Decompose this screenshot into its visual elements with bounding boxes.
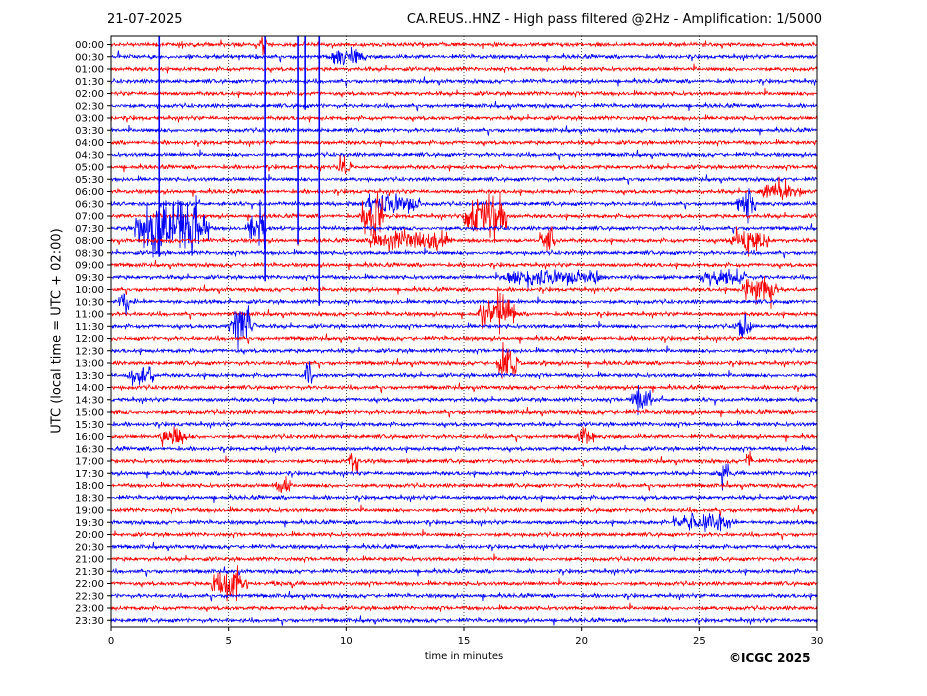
ytick-label-1530: 15:30: [75, 420, 104, 431]
trace-row-1930: [110, 512, 818, 532]
ytick-label-2030: 20:30: [75, 542, 104, 553]
ytick-label-1900: 19:00: [75, 506, 104, 517]
trace-row-0400: [110, 138, 818, 147]
ytick-label-2330: 23:30: [75, 616, 104, 627]
ytick-label-2200: 22:00: [75, 579, 104, 590]
ytick-label-0100: 01:00: [75, 65, 104, 76]
xtick-label-5: 5: [225, 636, 231, 647]
trace-row-0100: [110, 63, 818, 74]
ytick-label-0600: 06:00: [75, 187, 104, 198]
x-axis-ticks: 0 5 10 15 20 25 30: [108, 627, 824, 647]
chart-title: CA.REUS..HNZ - High pass filtered @2Hz -…: [406, 12, 822, 27]
ytick-label-0830: 08:30: [75, 248, 104, 259]
ytick-label-1830: 18:30: [75, 493, 104, 504]
ytick-label-1000: 10:00: [75, 285, 104, 296]
xtick-label-30: 30: [811, 636, 824, 647]
ytick-label-0800: 08:00: [75, 236, 104, 247]
trace-row-2230: [110, 590, 818, 602]
ytick-label-1800: 18:00: [75, 481, 104, 492]
trace-row-1030: [110, 293, 818, 316]
xtick-label-25: 25: [693, 636, 706, 647]
trace-row-1530: [110, 420, 818, 429]
ytick-label-1030: 10:30: [75, 297, 104, 308]
ytick-label-0530: 05:30: [75, 175, 104, 186]
trace-row-2330: [110, 615, 818, 627]
chart-date: 21-07-2025: [107, 12, 183, 27]
ytick-label-1730: 17:30: [75, 469, 104, 480]
xtick-label-0: 0: [108, 636, 114, 647]
y-axis-label: UTC (local time = UTC + 02:00): [49, 228, 65, 434]
ytick-label-1230: 12:30: [75, 346, 104, 357]
ytick-label-0500: 05:00: [75, 163, 104, 174]
ytick-label-2130: 21:30: [75, 567, 104, 578]
ytick-label-1930: 19:30: [75, 518, 104, 529]
trace-row-1700: [110, 450, 818, 475]
trace-row-1330: [110, 361, 818, 386]
ytick-label-0700: 07:00: [75, 212, 104, 223]
ytick-label-1430: 14:30: [75, 395, 104, 406]
spike-layer: [158, 36, 321, 306]
x-axis-label: time in minutes: [424, 651, 504, 662]
trace-row-2300: [110, 602, 818, 613]
trace-row-0330: [110, 124, 818, 137]
trace-row-1730: [110, 463, 818, 491]
ytick-label-0300: 03:00: [75, 114, 104, 125]
trace-row-1200: [110, 333, 818, 345]
ytick-label-0930: 09:30: [75, 273, 104, 284]
plot-frame: [110, 35, 818, 628]
trace-row-0630: [110, 188, 818, 224]
trace-row-1500: [110, 407, 818, 418]
ytick-label-1400: 14:00: [75, 383, 104, 394]
trace-row-0200: [110, 88, 818, 98]
ytick-label-2230: 22:30: [75, 591, 104, 602]
ytick-label-0330: 03:30: [75, 126, 104, 137]
ytick-label-0200: 02:00: [75, 89, 104, 100]
trace-row-1830: [110, 493, 818, 503]
trace-row-0530: [110, 173, 818, 186]
ytick-label-1500: 15:00: [75, 408, 104, 419]
ytick-label-1130: 11:30: [75, 322, 104, 333]
trace-row-0000: [110, 36, 818, 56]
ytick-label-0430: 04:30: [75, 150, 104, 161]
ytick-label-1600: 16:00: [75, 432, 104, 443]
ytick-label-1100: 11:00: [75, 310, 104, 321]
trace-row-0500: [110, 155, 818, 174]
ytick-label-0130: 01:30: [75, 77, 104, 88]
ytick-label-0630: 06:30: [75, 199, 104, 210]
ytick-label-1700: 17:00: [75, 457, 104, 468]
ytick-label-0000: 00:00: [75, 40, 104, 51]
ytick-label-2300: 23:00: [75, 604, 104, 615]
trace-row-0300: [110, 114, 818, 123]
trace-row-0700: [110, 192, 818, 244]
xtick-label-10: 10: [340, 636, 353, 647]
ytick-label-1200: 12:00: [75, 334, 104, 345]
xtick-label-20: 20: [575, 636, 588, 647]
vertical-gridlines: [228, 36, 700, 627]
trace-row-2200: [110, 565, 818, 602]
ytick-label-0030: 00:30: [75, 52, 104, 63]
ytick-label-0730: 07:30: [75, 224, 104, 235]
trace-row-0430: [110, 149, 818, 161]
trace-row-1230: [110, 345, 818, 356]
ytick-label-2100: 21:00: [75, 555, 104, 566]
ytick-label-1630: 16:30: [75, 444, 104, 455]
ytick-label-1300: 13:00: [75, 359, 104, 370]
trace-row-1100: [110, 291, 818, 335]
xtick-label-15: 15: [458, 636, 471, 647]
trace-row-0030: [110, 46, 818, 66]
ytick-label-1330: 13:30: [75, 371, 104, 382]
ytick-label-0230: 02:30: [75, 101, 104, 112]
ytick-label-2000: 20:00: [75, 530, 104, 541]
trace-row-1630: [110, 444, 818, 454]
ytick-label-0900: 09:00: [75, 261, 104, 272]
ytick-label-0400: 04:00: [75, 138, 104, 149]
copyright-credit: ©ICGC 2025: [729, 651, 811, 665]
